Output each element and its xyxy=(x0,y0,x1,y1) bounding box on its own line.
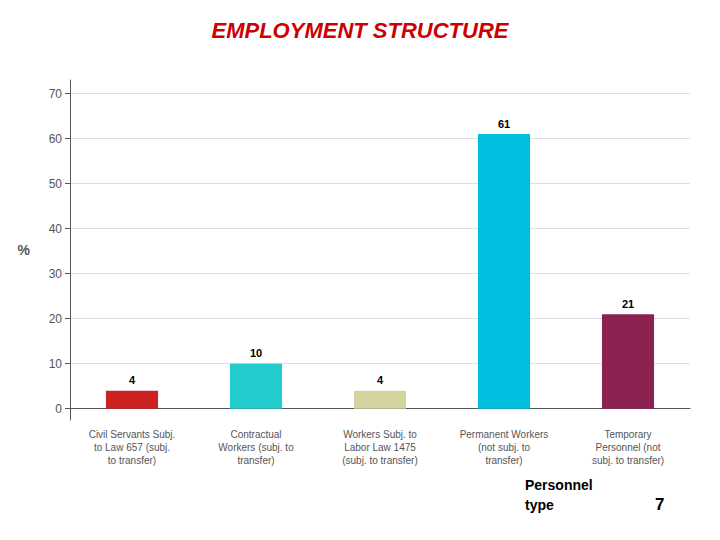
svg-text:to transfer): to transfer) xyxy=(108,455,156,466)
svg-text:60: 60 xyxy=(49,132,63,146)
svg-text:Civil Servants Subj.: Civil Servants Subj. xyxy=(89,429,176,440)
svg-text:40: 40 xyxy=(49,222,63,236)
svg-text:7: 7 xyxy=(655,495,664,514)
svg-text:Personnel (not: Personnel (not xyxy=(595,442,660,453)
svg-text:61: 61 xyxy=(498,118,510,130)
svg-text:50: 50 xyxy=(49,177,63,191)
svg-text:0: 0 xyxy=(55,402,62,416)
svg-text:subj. to transfer): subj. to transfer) xyxy=(592,455,664,466)
svg-text:4: 4 xyxy=(377,374,384,386)
svg-text:Workers Subj. to: Workers Subj. to xyxy=(343,429,417,440)
svg-text:21: 21 xyxy=(622,298,634,310)
svg-text:(not subj. to: (not subj. to xyxy=(478,442,531,453)
svg-text:70: 70 xyxy=(49,87,63,101)
svg-text:type: type xyxy=(525,497,554,513)
svg-text:Personnel: Personnel xyxy=(525,477,593,493)
svg-text:Permanent Workers: Permanent Workers xyxy=(460,429,549,440)
svg-text:transfer): transfer) xyxy=(485,455,522,466)
svg-text:Temporary: Temporary xyxy=(604,429,651,440)
svg-text:20: 20 xyxy=(49,312,63,326)
svg-text:EMPLOYMENT STRUCTURE: EMPLOYMENT STRUCTURE xyxy=(212,18,510,43)
svg-text:10: 10 xyxy=(49,357,63,371)
svg-text:to Law 657 (subj.: to Law 657 (subj. xyxy=(94,442,170,453)
svg-text:30: 30 xyxy=(49,267,63,281)
svg-text:4: 4 xyxy=(129,374,136,386)
svg-text:10: 10 xyxy=(250,347,262,359)
svg-text:%: % xyxy=(18,242,31,258)
svg-text:(subj. to transfer): (subj. to transfer) xyxy=(342,455,418,466)
svg-text:Contractual: Contractual xyxy=(230,429,281,440)
svg-text:Labor Law 1475: Labor Law 1475 xyxy=(344,442,416,453)
svg-text:Workers (subj. to: Workers (subj. to xyxy=(218,442,294,453)
svg-text:transfer): transfer) xyxy=(237,455,274,466)
